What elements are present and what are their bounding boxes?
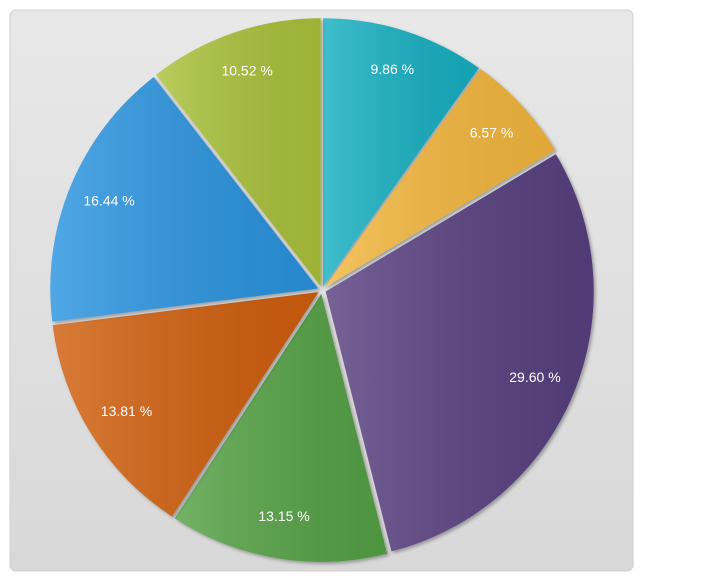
slice-label: 6.57 % [470, 125, 514, 141]
slice-label: 13.81 % [101, 403, 152, 419]
slice-label: 10.52 % [221, 63, 272, 79]
slice-label: 16.44 % [83, 192, 134, 208]
slice-label: 29.60 % [509, 369, 560, 385]
slice-label: 9.86 % [370, 61, 414, 77]
slice-label: 13.15 % [258, 508, 309, 524]
